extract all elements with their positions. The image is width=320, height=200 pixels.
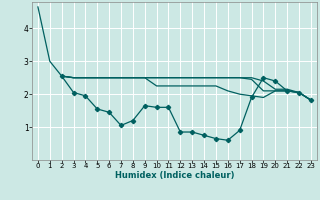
X-axis label: Humidex (Indice chaleur): Humidex (Indice chaleur) [115, 171, 234, 180]
